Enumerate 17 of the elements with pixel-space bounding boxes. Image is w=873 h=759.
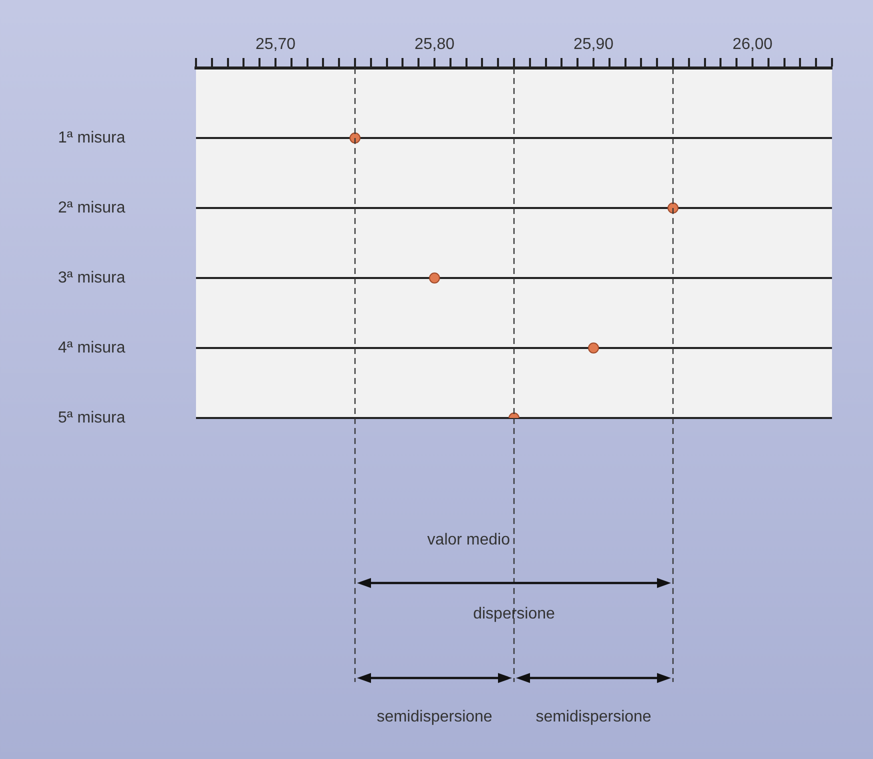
y-tick-label: 1ª misura bbox=[58, 129, 126, 146]
point bbox=[350, 132, 360, 144]
y-tick-label: 5ª misura bbox=[58, 409, 126, 426]
point bbox=[588, 342, 599, 354]
y-tick-label: 3ª misura bbox=[58, 269, 126, 286]
ref-line-label: valor medio bbox=[427, 531, 510, 548]
x-tick-label: 26,00 bbox=[732, 36, 773, 53]
y-tick-label: 2ª misura bbox=[58, 199, 126, 216]
text: semidispersione bbox=[536, 708, 652, 726]
text: dispersione bbox=[473, 605, 556, 622]
x-tick-label: 25,80 bbox=[414, 36, 455, 53]
y-tick-label: 4ª misura bbox=[58, 339, 126, 356]
point bbox=[429, 272, 440, 284]
point bbox=[668, 202, 678, 214]
text: semidispersione bbox=[376, 708, 492, 726]
x-tick-label: 25,70 bbox=[255, 36, 296, 53]
x-tick-label: 25,90 bbox=[573, 36, 614, 53]
